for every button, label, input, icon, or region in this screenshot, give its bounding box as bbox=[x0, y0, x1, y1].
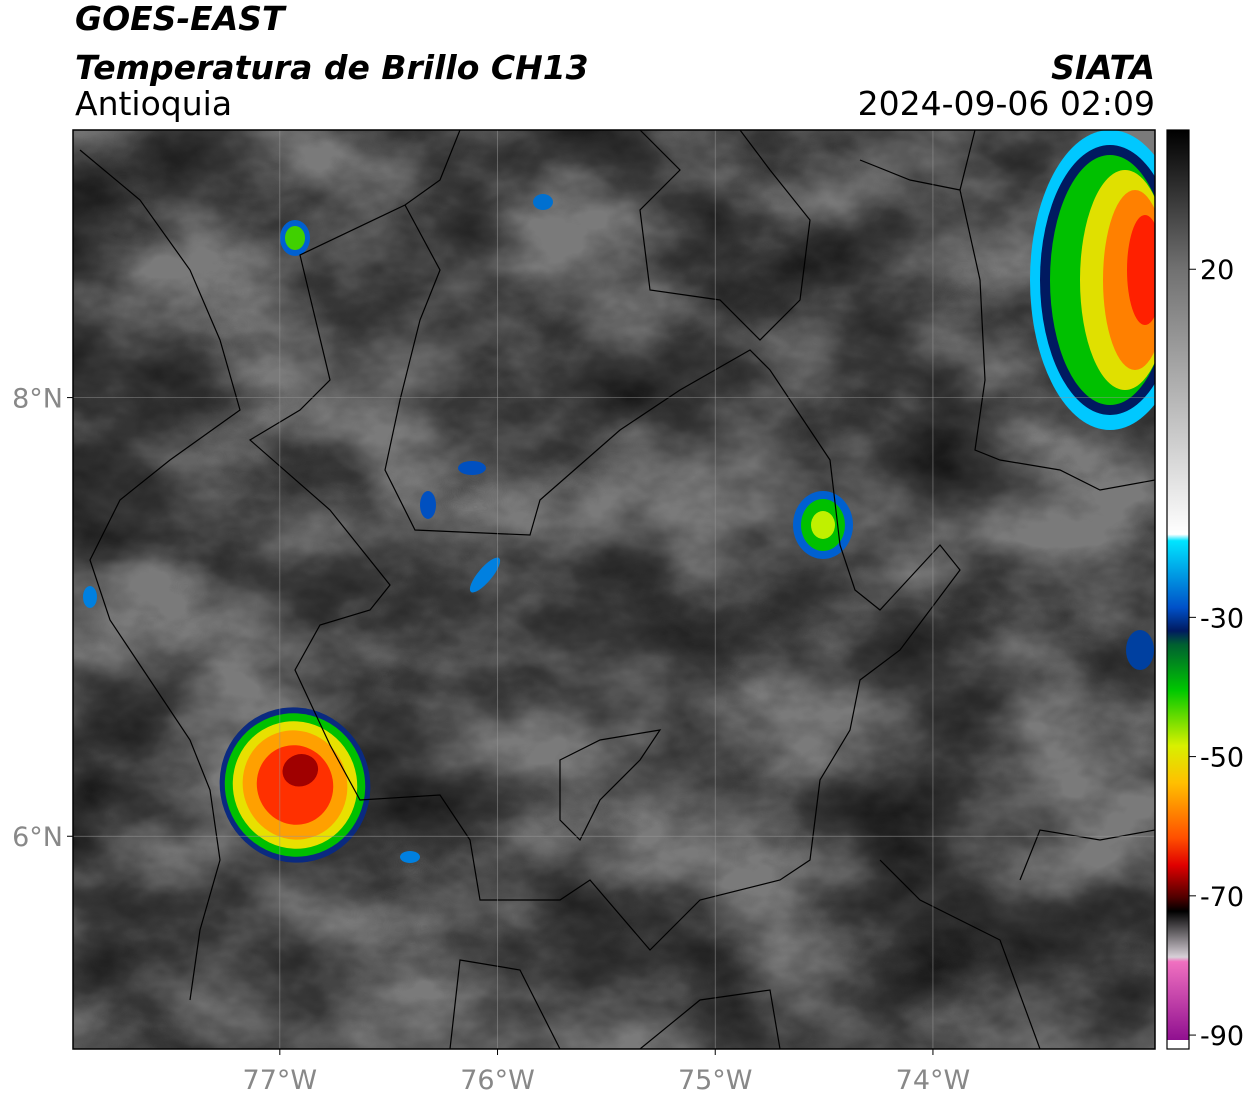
source: SIATA bbox=[1051, 48, 1155, 87]
cloud-field bbox=[73, 130, 1155, 1049]
lon-tick-label: 75°W bbox=[678, 1065, 753, 1096]
lat-tick-label: 6°N bbox=[12, 822, 63, 853]
borders bbox=[79, 130, 1155, 1049]
lon-tick-label: 76°W bbox=[460, 1065, 535, 1096]
graticule bbox=[73, 130, 1155, 1049]
colorbar-tick-label: -70 bbox=[1200, 882, 1244, 913]
subtitle: Temperatura de Brillo CH13 bbox=[75, 48, 589, 87]
convective-cells bbox=[83, 130, 1155, 863]
colorbar-tick-label: -50 bbox=[1200, 743, 1244, 774]
datetime: 2024-09-06 02:09 bbox=[858, 84, 1155, 123]
colorbar-tick-label: -90 bbox=[1200, 1021, 1244, 1052]
map-frame bbox=[72, 129, 1156, 1050]
colorbar-tick-label: -30 bbox=[1200, 603, 1244, 634]
lon-tick-label: 74°W bbox=[896, 1065, 971, 1096]
map-area bbox=[73, 130, 1155, 1049]
lat-tick-label: 8°N bbox=[12, 384, 63, 415]
region: Antioquia bbox=[75, 84, 232, 123]
colorbar-tick-label: 20 bbox=[1200, 255, 1234, 286]
lon-tick-label: 77°W bbox=[243, 1065, 318, 1096]
title: GOES-EAST bbox=[75, 0, 287, 38]
colorbar bbox=[1166, 129, 1190, 1050]
